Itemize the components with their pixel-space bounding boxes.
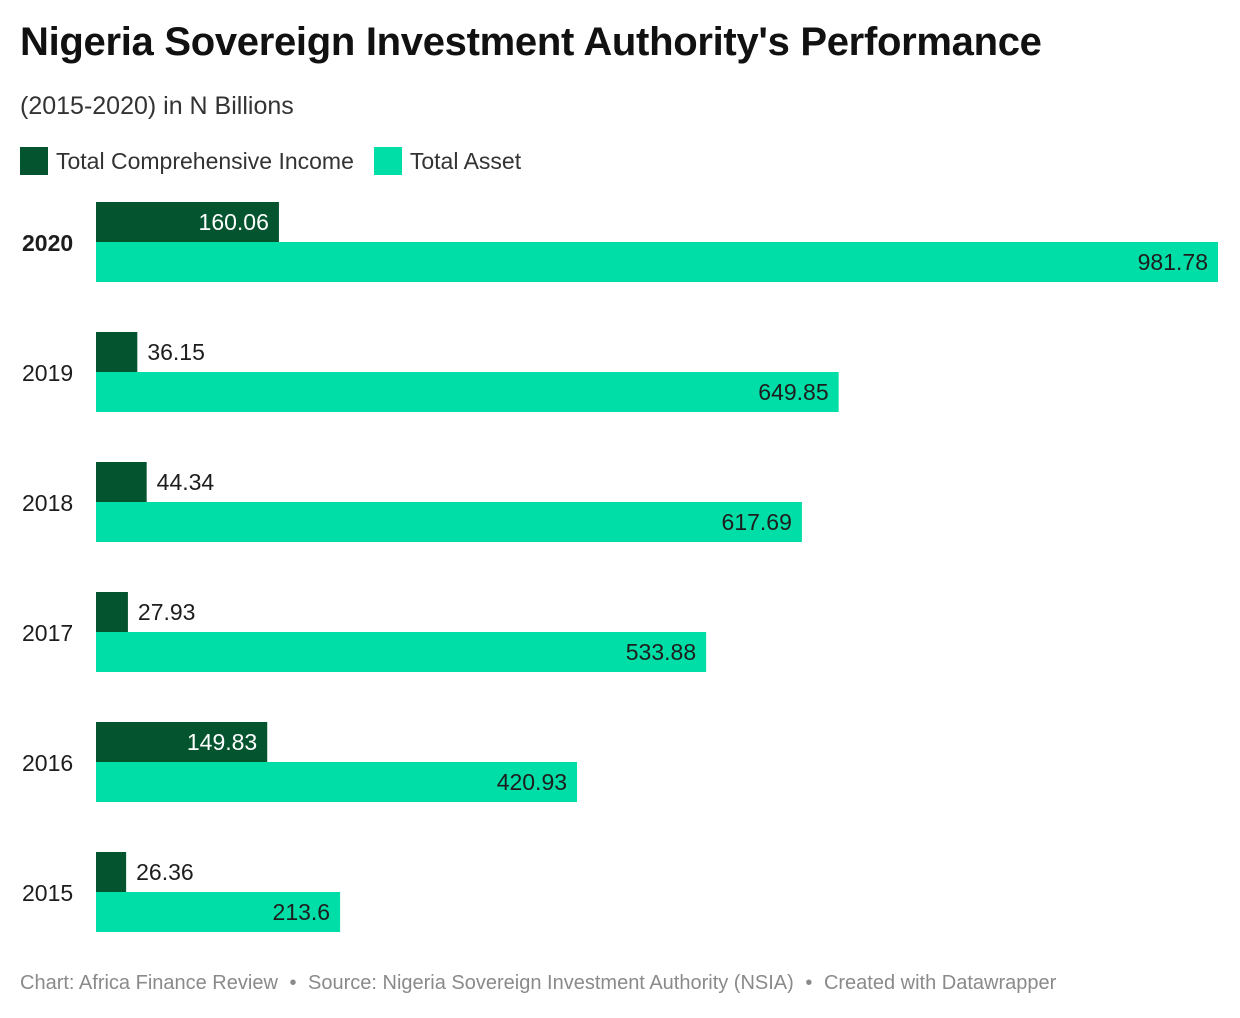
legend-item-asset: Total Asset [373, 147, 522, 175]
footer-separator: • [805, 972, 813, 994]
asset-value-label: 649.85 [758, 379, 828, 405]
asset-value-label: 533.88 [626, 639, 696, 665]
income-bar [96, 332, 138, 372]
legend-swatch-asset [373, 147, 402, 175]
chart-legend: Total Comprehensive Income Total Asset [20, 147, 541, 175]
y-axis-label: 2016 [22, 750, 73, 776]
y-axis-label: 2017 [22, 620, 73, 646]
income-bar [96, 202, 279, 242]
chart-footer: Chart: Africa Finance Review • Source: N… [20, 972, 1056, 995]
asset-bar [96, 242, 1218, 282]
legend-item-income: Total Comprehensive Income [20, 147, 354, 175]
y-axis-label: 2020 [22, 230, 73, 256]
asset-value-label: 420.93 [497, 769, 567, 795]
legend-label-income: Total Comprehensive Income [56, 147, 354, 174]
income-value-label: 26.36 [136, 859, 194, 885]
y-axis-label: 2018 [22, 490, 73, 516]
income-value-label: 149.83 [187, 729, 257, 755]
y-axis-label: 2015 [22, 880, 73, 906]
income-bar [96, 722, 268, 762]
income-bar [96, 462, 147, 502]
chart-title: Nigeria Sovereign Investment Authority's… [20, 20, 1042, 64]
asset-bar [96, 762, 578, 802]
income-value-label: 27.93 [138, 599, 196, 625]
income-bar [96, 592, 128, 632]
income-value-label: 160.06 [199, 209, 269, 235]
asset-bar [96, 632, 707, 672]
asset-bar [96, 502, 802, 542]
footer-source: Source: Nigeria Sovereign Investment Aut… [308, 972, 794, 994]
asset-value-label: 213.6 [273, 899, 331, 925]
y-axis-label: 2019 [22, 360, 73, 386]
income-bar [96, 852, 127, 892]
income-value-label: 36.15 [147, 339, 205, 365]
income-value-label: 44.34 [157, 469, 215, 495]
asset-bar [96, 892, 341, 932]
bar-chart: 2020 160.06 981.78 2019 36.15 649.85 2018 44.34… [22, 202, 1218, 932]
footer-chart-credit: Chart: Africa Finance Review [20, 972, 278, 994]
asset-bar [96, 372, 839, 412]
footer-tool: Created with Datawrapper [823, 972, 1057, 994]
footer-separator: • [289, 972, 297, 994]
asset-value-label: 981.78 [1138, 249, 1208, 275]
legend-label-asset: Total Asset [409, 147, 522, 174]
asset-value-label: 617.69 [722, 509, 792, 535]
chart-subtitle: (2015-2020) in N Billions [20, 92, 294, 120]
legend-swatch-income [20, 147, 48, 175]
